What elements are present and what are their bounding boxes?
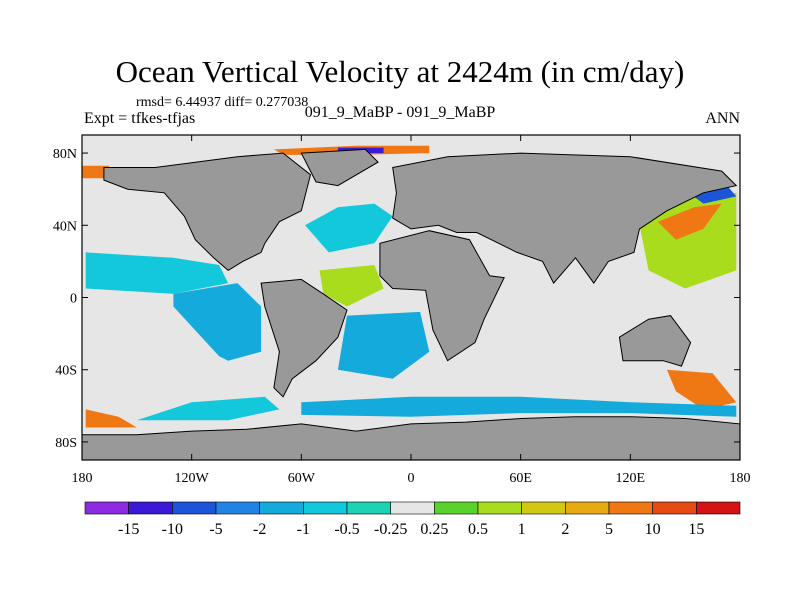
plot-title: Ocean Vertical Velocity at 2424m (in cm/…	[115, 54, 685, 89]
colorbar-label: 15	[688, 521, 704, 538]
field-s-pacific-cyan	[136, 396, 280, 421]
colorbar-swatch	[565, 501, 610, 515]
x-tick-label: 180	[730, 471, 751, 486]
colorbar-label: -0.25	[374, 521, 407, 538]
y-axis-ticks: 80N 40N 0 40S 80S	[53, 147, 740, 451]
field-sw-corner-warm	[85, 409, 137, 428]
colorbar-label: -10	[162, 521, 183, 538]
x-tick-label: 120W	[175, 471, 210, 486]
y-tick-label: 0	[70, 292, 77, 307]
colorbar-swatch	[477, 501, 522, 515]
x-tick-label: 0	[408, 471, 415, 486]
y-tick-label: 40N	[53, 219, 77, 234]
colorbar-label: -15	[118, 521, 139, 538]
x-tick-label: 60E	[509, 471, 532, 486]
season-label: ANN	[705, 110, 740, 127]
x-tick-label: 120E	[616, 471, 646, 486]
land-antarctica	[81, 416, 741, 461]
land-eurasia	[392, 152, 738, 284]
field-ne-pacific-cold	[688, 183, 737, 204]
colorbar-label: 2	[561, 521, 569, 538]
colorbar-swatch	[521, 501, 566, 515]
colorbar-swatch	[346, 501, 391, 515]
x-axis-ticks: 180 120W 60W 0 60E 120E 180	[72, 135, 751, 486]
colorbar-swatch	[390, 501, 435, 515]
colorbar-label: -1	[297, 521, 310, 538]
field-s-pacific	[85, 306, 229, 406]
colorbar-swatch	[696, 501, 741, 515]
land-south-america	[260, 278, 348, 398]
x-tick-label: 60W	[288, 471, 316, 486]
colorbar-swatch	[608, 501, 653, 515]
case-label: 091_9_MaBP - 091_9_MaBP	[304, 104, 496, 121]
colorbar-label: 10	[645, 521, 661, 538]
colorbar-swatch	[84, 501, 129, 515]
land-africa	[379, 230, 505, 362]
experiment-label: Expt = tfkes-tfjas	[84, 110, 196, 127]
land-greenland	[300, 148, 379, 187]
colorbar-label: -2	[253, 521, 266, 538]
land-australia	[618, 315, 692, 367]
field-n-atlantic	[305, 203, 393, 253]
colorbar-swatch	[303, 501, 348, 515]
field-n-pacific-band	[85, 207, 196, 253]
colorbar-swatch	[434, 501, 479, 515]
field-indian-ocean	[484, 288, 613, 379]
colorbar-label: -0.5	[334, 521, 359, 538]
colorbar-label: 0.25	[420, 521, 448, 538]
field-bering-warm	[82, 165, 110, 179]
colorbar-swatch	[215, 501, 260, 515]
field-s-atlantic	[337, 311, 430, 379]
colorbar-swatch	[128, 501, 173, 515]
field-w-pacific-warm	[657, 203, 722, 240]
colorbar-swatch	[652, 501, 697, 515]
colorbar-label: 0.5	[468, 521, 488, 538]
y-tick-label: 80N	[53, 147, 77, 162]
x-tick-label: 180	[72, 471, 93, 486]
colorbar-label: 5	[605, 521, 613, 538]
colorbar-label: 1	[518, 521, 526, 538]
land-north-america	[103, 152, 312, 272]
velocity-field	[82, 145, 737, 428]
colorbar-swatch	[259, 501, 304, 515]
colorbar: -15 -10 -5 -2 -1 -0.5 -0.25 0.25 0.5 1 2 5 10 15	[84, 501, 741, 538]
stats-text: rmsd= 6.44937 diff= 0.277038	[136, 95, 309, 110]
field-sw-pacific	[666, 369, 737, 410]
y-tick-label: 40S	[55, 364, 77, 379]
field-equatorial-atlantic	[319, 265, 384, 307]
land-masses	[81, 148, 741, 461]
field-southern-ocean-band	[301, 396, 737, 417]
colorbar-label: -5	[209, 521, 222, 538]
field-central-pacific-band	[85, 252, 229, 294]
colorbar-swatch	[172, 501, 217, 515]
y-tick-label: 80S	[55, 436, 77, 451]
